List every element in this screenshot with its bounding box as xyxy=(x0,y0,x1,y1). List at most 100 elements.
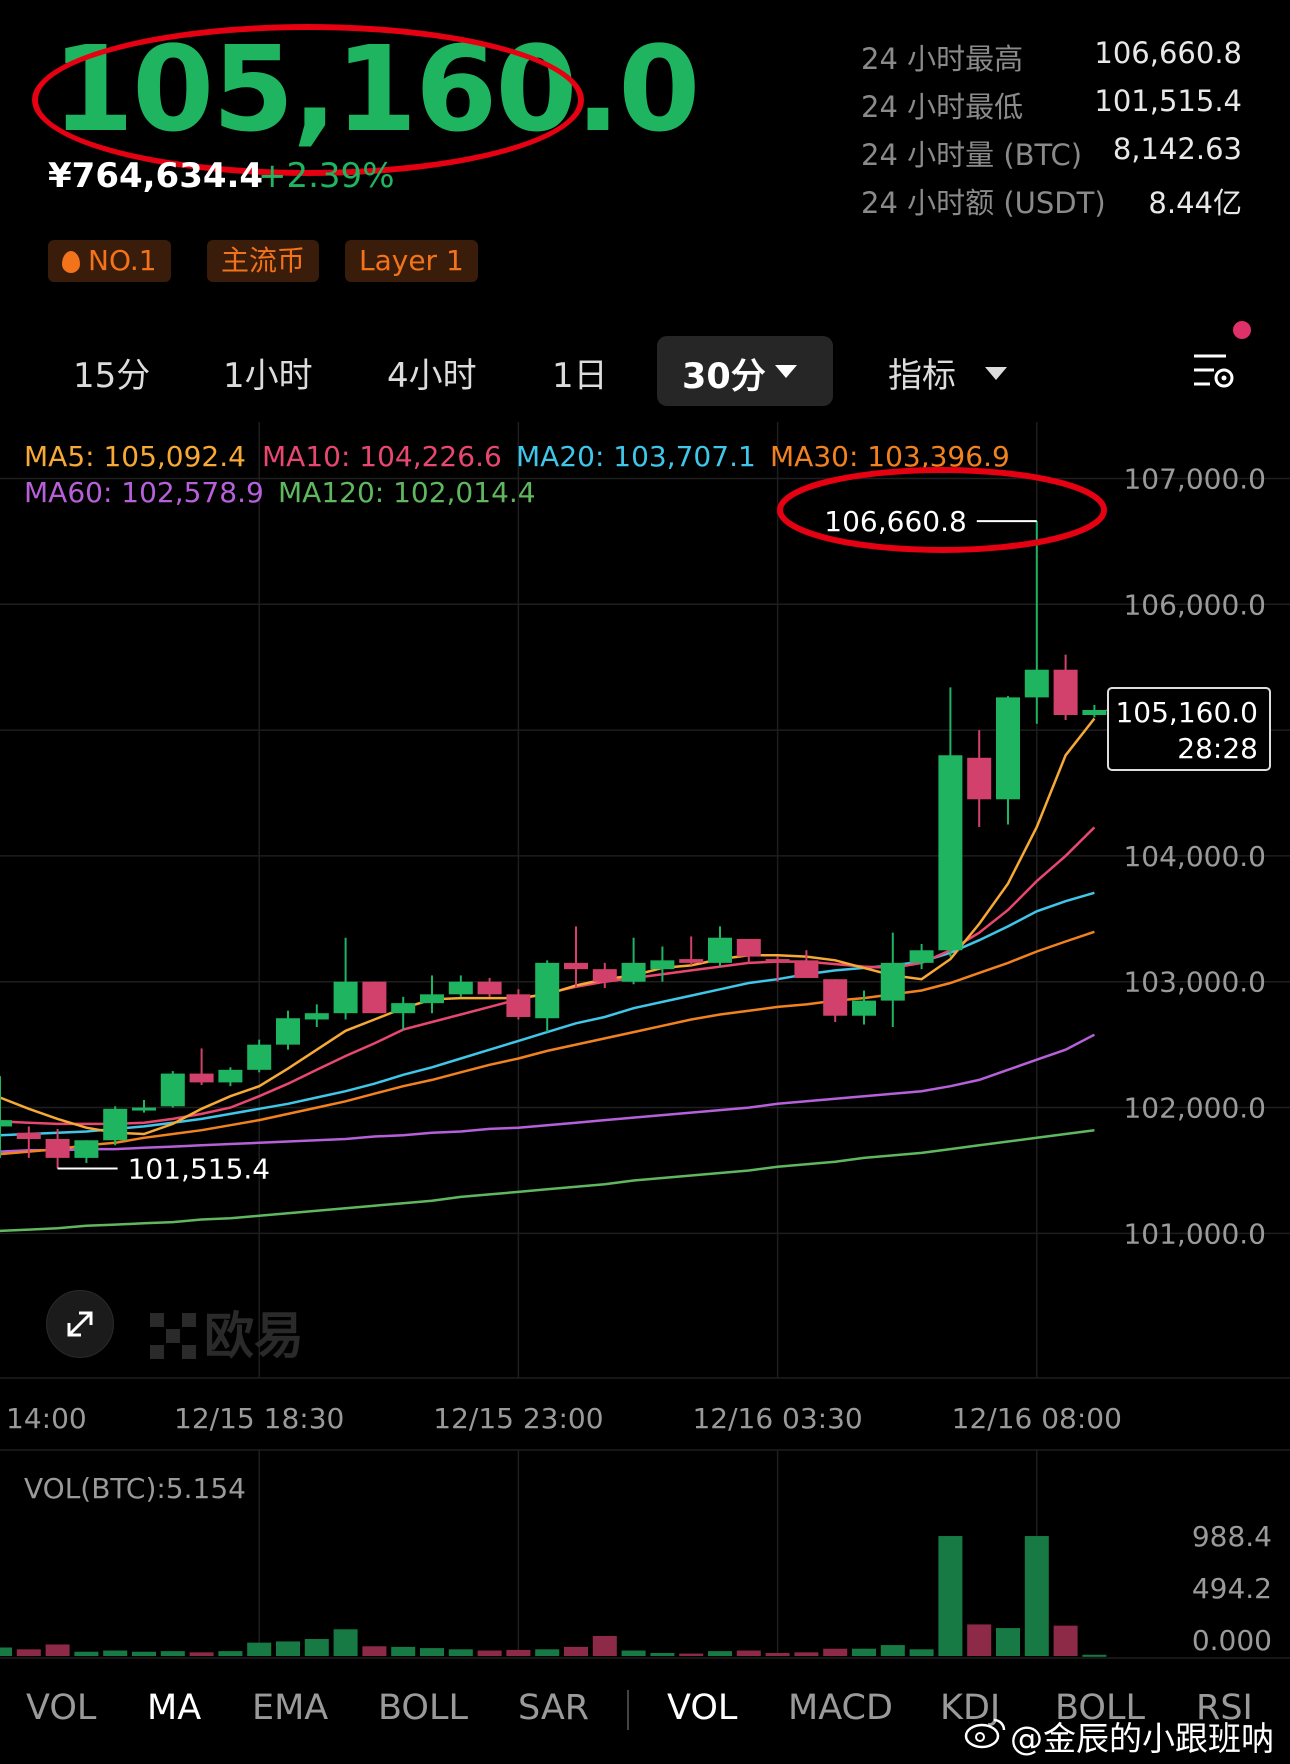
tab-main-sar[interactable]: SAR xyxy=(518,1688,590,1728)
x-tick-label: 12/16 03:30 xyxy=(692,1402,862,1435)
chart-grid xyxy=(0,422,1290,1659)
notification-dot xyxy=(1233,321,1251,339)
candle-body xyxy=(247,1044,272,1070)
candle xyxy=(996,696,1020,825)
candle xyxy=(1053,654,1078,721)
volume-y-tick-label: 494.2 xyxy=(1192,1572,1272,1605)
stat-low-label: 24 小时最低 xyxy=(861,90,1024,124)
candle xyxy=(247,1039,272,1073)
x-tick-label: 14:00 xyxy=(6,1402,87,1435)
candle-body xyxy=(794,960,819,978)
candle-body xyxy=(333,981,358,1014)
ma30-line xyxy=(0,930,1095,1156)
tag-rank[interactable]: NO.1 xyxy=(48,240,171,282)
volume-bar xyxy=(938,1536,963,1656)
fullscreen-button[interactable] xyxy=(46,1290,114,1358)
candle-body xyxy=(391,1003,416,1014)
volume-bar xyxy=(852,1648,876,1656)
candle-body xyxy=(189,1073,214,1083)
volume-title: VOL(BTC):5.154 xyxy=(24,1472,246,1505)
volume-bar xyxy=(1082,1654,1107,1657)
interval-4h[interactable]: 4小时 xyxy=(387,356,477,396)
candle-body xyxy=(592,969,617,982)
legend-ma120: MA120: 102,014.4 xyxy=(278,476,536,509)
indicator-chevron-down-icon[interactable] xyxy=(985,367,1007,380)
interval-1d[interactable]: 1日 xyxy=(552,356,608,396)
candle xyxy=(103,1106,128,1146)
candle xyxy=(852,990,876,1025)
chevron-down-icon[interactable] xyxy=(775,365,797,378)
x-tick-label: 12/15 18:30 xyxy=(174,1402,344,1435)
candle-body xyxy=(708,937,732,963)
interval-1h[interactable]: 1小时 xyxy=(223,356,313,396)
candle xyxy=(448,975,473,997)
tag-rank-label: NO.1 xyxy=(88,244,157,277)
candle xyxy=(823,979,848,1023)
legend-ma60: MA60: 102,578.9 xyxy=(24,476,264,509)
candle-body xyxy=(0,1120,12,1127)
candle-body xyxy=(477,981,502,995)
candle-body xyxy=(650,960,675,970)
candle xyxy=(362,981,387,1014)
tag-mainstream[interactable]: 主流币 xyxy=(207,240,320,282)
tab-main-ma[interactable]: MA xyxy=(147,1688,202,1728)
volume-bar xyxy=(765,1652,790,1656)
candle-body xyxy=(1053,669,1078,715)
candle-body xyxy=(909,950,934,963)
candle xyxy=(909,943,934,970)
ma20-line xyxy=(0,891,1095,1137)
stat-turnover-value: 8.44亿 xyxy=(1148,186,1242,220)
volume-bar xyxy=(45,1644,70,1656)
x-tick-label: 12/16 08:00 xyxy=(952,1402,1122,1435)
candle xyxy=(794,950,819,978)
candle-body xyxy=(967,757,992,800)
tab-main-boll[interactable]: BOLL xyxy=(378,1688,468,1728)
candle xyxy=(765,956,790,982)
tab-sub-vol[interactable]: VOL xyxy=(667,1688,738,1728)
candle-body xyxy=(420,994,444,1004)
candle xyxy=(506,989,531,1020)
volume-bar xyxy=(362,1646,387,1656)
change-percent: +2.39% xyxy=(258,156,395,196)
candle xyxy=(16,1126,41,1158)
candle xyxy=(189,1048,214,1085)
kline-chart[interactable]: 14:00 12/15 18:30 12/15 23:00 12/16 03:30 12… xyxy=(0,0,1290,1660)
candle-body xyxy=(1024,669,1049,698)
candle-body xyxy=(74,1140,99,1158)
tab-sub-boll[interactable]: BOLL xyxy=(1055,1688,1145,1728)
x-tick-label: 12/15 23:00 xyxy=(433,1402,603,1435)
y-tick-label: 106,000.0 xyxy=(1123,588,1266,621)
candle-body xyxy=(218,1069,243,1083)
tab-sub-rsi[interactable]: RSI xyxy=(1196,1688,1253,1728)
brand-watermark: 欧易 xyxy=(150,1296,304,1368)
volume-bar xyxy=(823,1648,848,1656)
tag-layer1[interactable]: Layer 1 xyxy=(345,240,478,282)
chart-settings-icon[interactable] xyxy=(1190,350,1236,392)
tab-main-ema[interactable]: EMA xyxy=(252,1688,329,1728)
candle-body xyxy=(132,1107,156,1111)
tab-sub-kdj[interactable]: KDJ xyxy=(940,1688,1001,1728)
candle-body xyxy=(679,959,704,963)
stat-turnover-label: 24 小时额 (USDT) xyxy=(861,186,1106,220)
volume-bar xyxy=(333,1629,358,1656)
tab-main-vol[interactable]: VOL xyxy=(26,1688,97,1728)
indicator-button[interactable]: 指标 xyxy=(888,356,956,396)
volume-bars xyxy=(0,1536,1107,1657)
candle xyxy=(1024,521,1049,724)
interval-dropdown[interactable] xyxy=(657,336,833,406)
interval-15m[interactable]: 15分 xyxy=(73,356,151,396)
candle-body xyxy=(1082,709,1107,715)
candle xyxy=(880,932,905,1028)
candle xyxy=(333,937,358,1020)
price-annotation-ring xyxy=(32,24,584,176)
interval-active-label[interactable]: 30分 xyxy=(682,357,766,397)
candle xyxy=(45,1128,70,1169)
volume-bar xyxy=(708,1651,732,1656)
candle xyxy=(621,937,646,985)
volume-bar xyxy=(1024,1536,1049,1656)
stat-low-value: 101,515.4 xyxy=(1094,84,1242,118)
volume-bar xyxy=(132,1651,156,1656)
ma-legend: MA5: 105,092.4 MA10: 104,226.6 MA20: 103,7… xyxy=(24,440,1010,509)
candle xyxy=(477,977,502,997)
tab-sub-macd[interactable]: MACD xyxy=(788,1688,893,1728)
